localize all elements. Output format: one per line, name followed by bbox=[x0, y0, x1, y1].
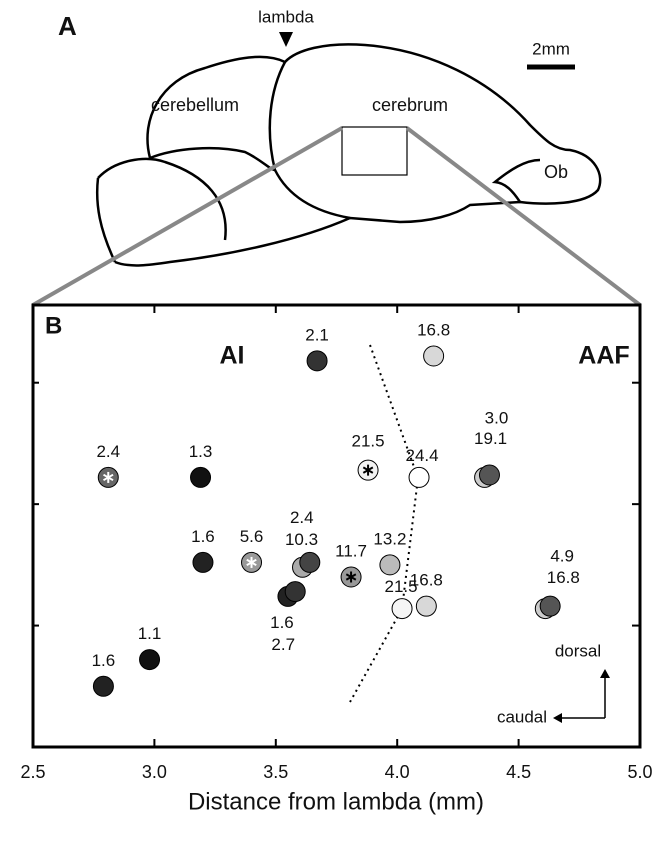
data-point bbox=[423, 345, 445, 367]
data-point bbox=[306, 350, 328, 372]
asterisk bbox=[103, 473, 114, 482]
x-axis-label: Distance from lambda (mm) bbox=[188, 788, 484, 815]
data-point bbox=[379, 554, 401, 576]
data-label: 19.1 bbox=[474, 429, 507, 448]
data-label: 16.8 bbox=[410, 571, 443, 590]
panel-label: A bbox=[58, 11, 77, 41]
x-tick-label: 4.0 bbox=[385, 762, 410, 782]
data-point bbox=[415, 595, 437, 617]
scale-bar-label: 2mm bbox=[532, 39, 570, 58]
data-label: 1.6 bbox=[191, 527, 215, 546]
x-tick-label: 3.0 bbox=[142, 762, 167, 782]
data-point bbox=[192, 551, 214, 573]
x-tick-label: 5.0 bbox=[627, 762, 652, 782]
asterisk bbox=[246, 558, 257, 567]
data-point bbox=[299, 551, 321, 573]
x-tick-label: 3.5 bbox=[263, 762, 288, 782]
data-point bbox=[190, 466, 212, 488]
data-point bbox=[139, 649, 161, 671]
lambda-label: lambda bbox=[258, 7, 314, 26]
zoom-line bbox=[405, 126, 642, 307]
arrow-heads bbox=[553, 669, 610, 723]
data-label: 16.8 bbox=[417, 320, 450, 339]
data-point bbox=[478, 464, 500, 486]
region-label: cerebellum bbox=[151, 95, 239, 115]
data-label: 16.8 bbox=[547, 568, 580, 587]
data-label: 21.5 bbox=[352, 432, 385, 451]
data-point bbox=[284, 581, 306, 603]
x-tick-label: 4.5 bbox=[506, 762, 531, 782]
asterisk bbox=[362, 466, 374, 474]
panel-label: B bbox=[45, 312, 62, 339]
region-label: cerebrum bbox=[372, 95, 448, 115]
data-point bbox=[539, 595, 561, 617]
lambda-arrow bbox=[279, 32, 293, 47]
boundary bbox=[349, 344, 420, 703]
data-point bbox=[408, 466, 430, 488]
orientation-label: caudal bbox=[497, 707, 547, 726]
data-label: 1.3 bbox=[189, 442, 213, 461]
data-label: 2.4 bbox=[290, 508, 314, 527]
orientation-arrows bbox=[560, 676, 606, 719]
region-label: AI bbox=[220, 342, 245, 370]
data-label: 2.7 bbox=[271, 635, 295, 654]
data-point bbox=[391, 598, 413, 620]
data-label: 1.6 bbox=[92, 651, 116, 670]
data-label: 3.0 bbox=[485, 408, 509, 427]
orientation-label: dorsal bbox=[555, 641, 601, 660]
data-label: 2.1 bbox=[305, 325, 329, 344]
region-label: Ob bbox=[544, 162, 568, 182]
data-label: 13.2 bbox=[373, 529, 406, 548]
data-label: 21.5 bbox=[385, 577, 418, 596]
zoom-line bbox=[32, 126, 343, 307]
data-point bbox=[92, 675, 114, 697]
data-label: 24.4 bbox=[406, 446, 439, 465]
recording-area bbox=[341, 126, 408, 176]
data-label: 10.3 bbox=[285, 530, 318, 549]
data-label: 1.6 bbox=[270, 613, 294, 632]
data-label: 11.7 bbox=[335, 541, 367, 560]
data-label: 1.1 bbox=[138, 624, 162, 643]
data-label: 5.6 bbox=[240, 527, 264, 546]
brain-outline bbox=[95, 43, 602, 267]
data-label: 4.9 bbox=[550, 547, 574, 566]
region-label: AAF bbox=[578, 342, 629, 370]
asterisk bbox=[345, 573, 357, 581]
x-tick-label: 2.5 bbox=[20, 762, 45, 782]
data-label: 2.4 bbox=[96, 442, 120, 461]
plot-frame bbox=[31, 303, 642, 749]
